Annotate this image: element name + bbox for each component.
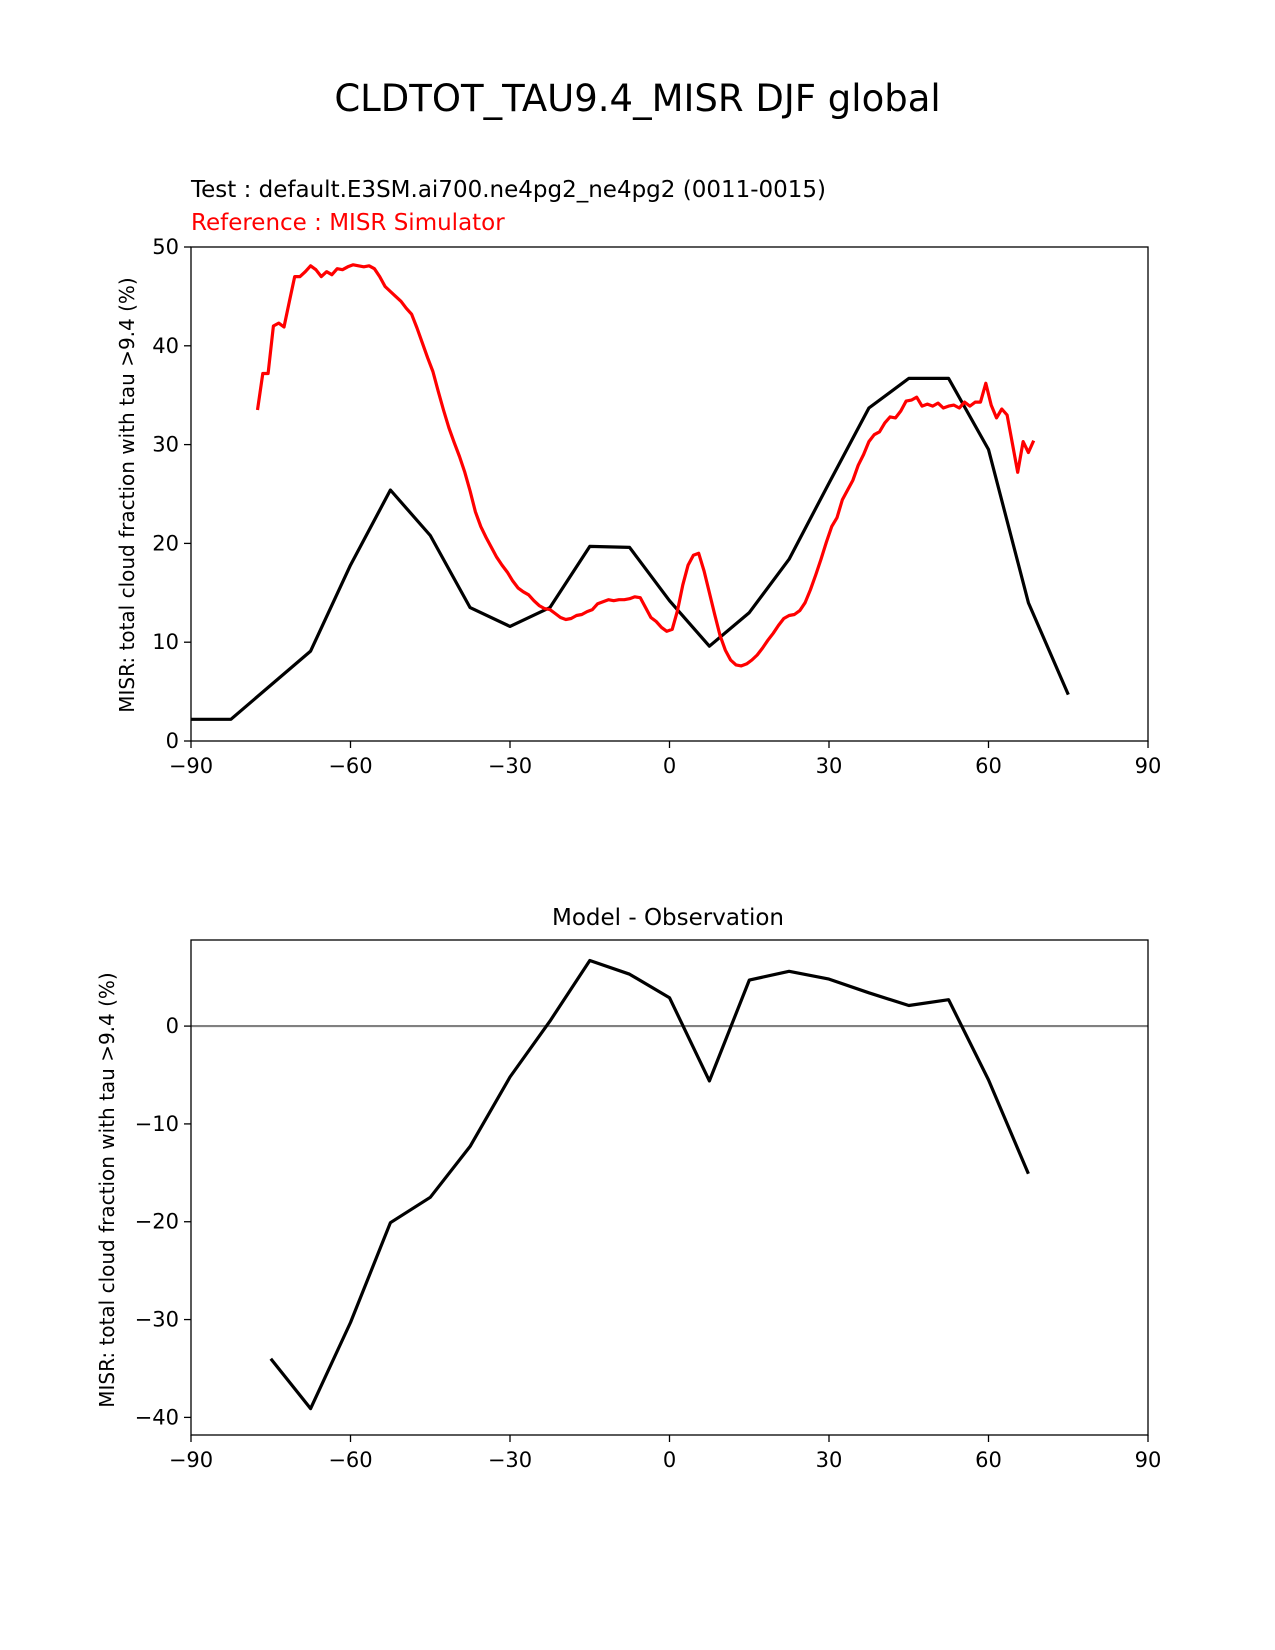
x-tick-label: 90 xyxy=(1135,754,1162,778)
series-line-0 xyxy=(269,958,1030,1411)
reference-label: Reference : MISR Simulator xyxy=(191,210,505,236)
y-tick-label: 30 xyxy=(152,433,179,457)
y-tick-label: 20 xyxy=(152,531,179,555)
x-tick-label: 0 xyxy=(663,1448,676,1472)
x-tick-label: 90 xyxy=(1135,1448,1162,1472)
x-tick-label: −60 xyxy=(328,754,372,778)
top-panel: Test : default.E3SM.ai700.ne4pg2_ne4pg2 … xyxy=(115,177,1161,778)
bottom-plot-area: −90 −60 −30 0 30 60 90 −40 −30 −20 −10 0 xyxy=(135,939,1162,1472)
y-tick-label: 0 xyxy=(166,729,179,753)
y-tick-label: −40 xyxy=(135,1405,179,1429)
series-line-1 xyxy=(255,263,1036,668)
x-tick-label: 60 xyxy=(975,1448,1002,1472)
x-tick-label: −30 xyxy=(488,754,532,778)
y-tick-label: 0 xyxy=(166,1014,179,1038)
top-plot-area: −90 −60 −30 0 30 60 90 0 10 20 30 40 50 xyxy=(152,235,1161,778)
x-tick-label: −90 xyxy=(169,1448,213,1472)
x-tick-label: −60 xyxy=(328,1448,372,1472)
y-tick-label: 50 xyxy=(152,235,179,259)
figure-title: CLDTOT_TAU9.4_MISR DJF global xyxy=(334,77,940,120)
x-tick-label: 30 xyxy=(816,754,843,778)
top-y-axis-label: MISR: total cloud fraction with tau >9.4… xyxy=(115,277,139,712)
y-tick-label: 40 xyxy=(152,334,179,358)
y-tick-label: −10 xyxy=(135,1112,179,1136)
x-tick-label: 0 xyxy=(663,754,676,778)
x-tick-label: −90 xyxy=(169,754,213,778)
bottom-panel-title: Model - Observation xyxy=(552,905,784,931)
x-tick-label: 30 xyxy=(816,1448,843,1472)
test-label: Test : default.E3SM.ai700.ne4pg2_ne4pg2 … xyxy=(190,177,826,203)
series-line-0 xyxy=(191,376,1070,721)
bottom-y-axis-label: MISR: total cloud fraction with tau >9.4… xyxy=(95,972,119,1407)
y-tick-label: 10 xyxy=(152,630,179,654)
x-tick-label: 60 xyxy=(975,754,1002,778)
y-tick-label: −30 xyxy=(135,1308,179,1332)
bottom-panel: Model - Observation MISR: total cloud fr… xyxy=(95,905,1161,1472)
y-tick-label: −20 xyxy=(135,1210,179,1234)
x-tick-label: −30 xyxy=(488,1448,532,1472)
